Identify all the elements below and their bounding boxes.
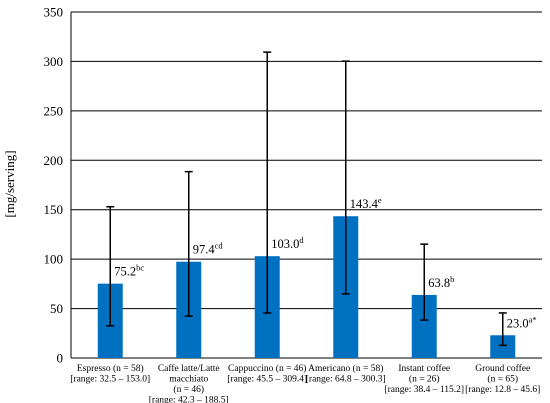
y-tick-label: 250 xyxy=(44,103,64,118)
y-tick-label: 0 xyxy=(57,351,64,366)
bars xyxy=(97,216,516,358)
error-bars xyxy=(106,51,507,347)
y-tick-label: 300 xyxy=(44,54,64,69)
x-category-label: Americano (n = 58) [range: 64.8 – 300.3] xyxy=(306,363,386,385)
y-tick-label: 100 xyxy=(44,252,64,267)
y-tick-labels: 0 50 100 150 200 250 300 350 xyxy=(44,5,64,366)
gridlines xyxy=(71,11,542,310)
x-category-label: Caffe latte/Latte macchiato (n = 46) [range… xyxy=(149,363,229,403)
x-category-label: Instant coffee (n = 26) [range: 38.4 – 115… xyxy=(384,363,464,395)
x-category-labels: Espresso (n = 58) [range: 32.5 – 153.0]Ca… xyxy=(70,363,540,403)
y-tick-label: 200 xyxy=(44,153,64,168)
y-tick-label: 350 xyxy=(44,5,64,20)
y-axis-label: [mg/serving] xyxy=(2,150,17,217)
data-label: 143.4e xyxy=(350,195,382,211)
y-tick-label: 50 xyxy=(50,301,63,316)
bar xyxy=(490,335,516,358)
x-category-label: Ground coffee (n = 65) [range: 12.8 – 45.6… xyxy=(465,363,540,395)
x-category-label: Espresso (n = 58) [range: 32.5 – 153.0] xyxy=(70,363,150,385)
x-category-label: Cappuccino (n = 46) [range: 45.5 – 309.4] xyxy=(227,363,307,385)
y-tick-label: 150 xyxy=(44,202,64,217)
axes xyxy=(70,12,542,359)
data-labels: 75.2bc 97.4cd 103.0d 143.4e 63.8b 23.0a* xyxy=(114,195,536,330)
data-label: 23.0a* xyxy=(507,314,537,330)
data-label: 75.2bc xyxy=(114,263,144,279)
data-label: 63.8b xyxy=(428,274,454,290)
data-label: 103.0d xyxy=(271,235,304,251)
data-label: 97.4cd xyxy=(193,241,224,257)
